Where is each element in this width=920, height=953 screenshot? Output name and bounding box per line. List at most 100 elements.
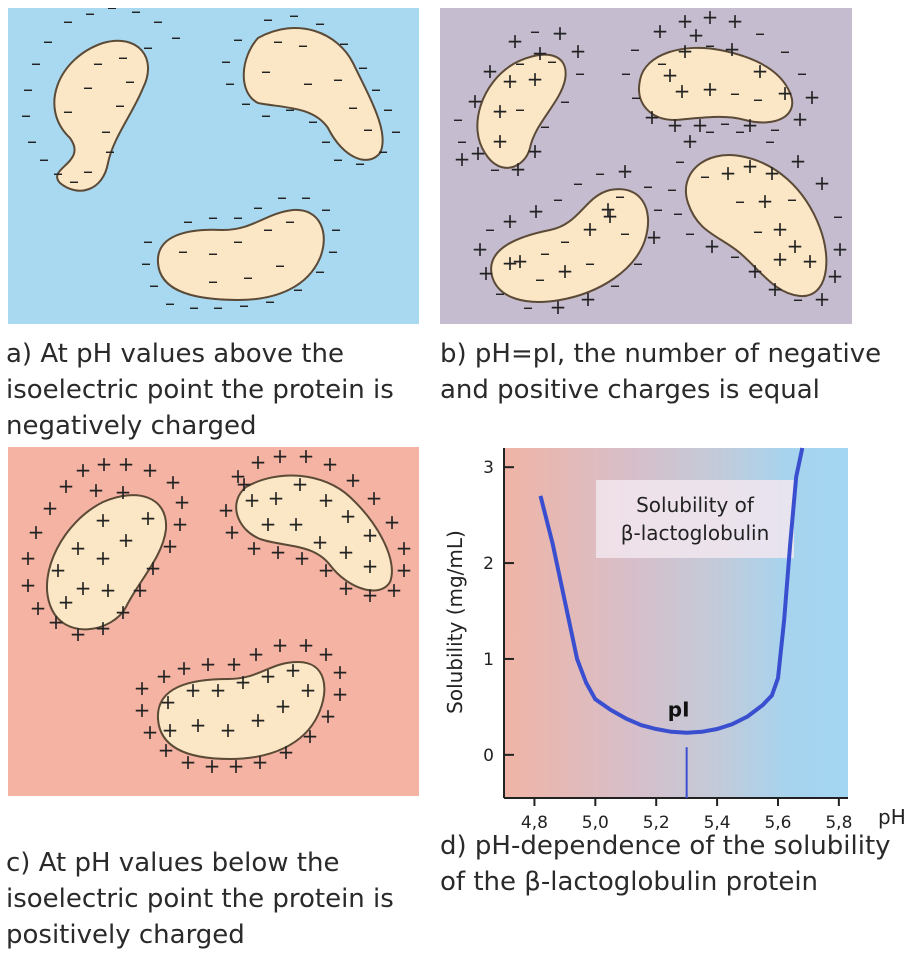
protein-shape	[638, 46, 794, 124]
positive-charge-symbol: +	[724, 37, 741, 61]
x-tick-label: 5,6	[764, 813, 791, 833]
positive-charge-symbol: +	[677, 9, 694, 33]
negative-charge-symbol: –	[643, 174, 653, 198]
positive-charge-symbol: +	[118, 452, 135, 476]
positive-charge-symbol: +	[278, 740, 295, 764]
positive-charge-symbol: +	[312, 530, 329, 554]
negative-charge-symbol: –	[285, 209, 295, 233]
negative-charge-symbol: –	[208, 205, 218, 229]
positive-charge-symbol: +	[298, 633, 315, 657]
negative-charge-symbol: –	[233, 205, 243, 229]
positive-charge-symbol: +	[132, 578, 149, 602]
positive-charge-symbol: +	[472, 237, 489, 261]
positive-charge-symbol: +	[172, 512, 189, 536]
negative-charge-symbol: –	[363, 117, 373, 141]
negative-charge-symbol: –	[358, 55, 368, 79]
negative-charge-symbol: –	[261, 59, 271, 83]
caption-b-line-2: and positive charges is equal	[440, 375, 820, 405]
positive-charge-symbol: +	[142, 720, 159, 744]
positive-charge-symbol: +	[787, 234, 804, 258]
negative-charge-symbol: –	[321, 129, 331, 153]
panel-a-negative-proteins: – – – – – – – – – – – – – – – – – – – – – – – – – – – – – – – – – – – – – – – –…	[8, 8, 419, 324]
positive-charge-symbol: +	[384, 510, 401, 534]
positive-charge-symbol: +	[50, 558, 67, 582]
positive-charge-symbol: +	[366, 486, 383, 510]
negative-charge-symbol: –	[141, 251, 151, 275]
negative-charge-symbol: –	[560, 229, 570, 253]
positive-charge-symbol: +	[246, 536, 263, 560]
positive-charge-symbol: +	[814, 171, 831, 195]
positive-charge-symbol: +	[298, 447, 315, 468]
positive-charge-symbol: +	[502, 251, 519, 275]
negative-charge-symbol: –	[171, 25, 181, 49]
legend-line-1: Solubility of	[636, 493, 755, 517]
positive-charge-symbol: +	[250, 708, 267, 732]
negative-charge-symbol: –	[348, 95, 358, 119]
negative-charge-symbol: –	[553, 187, 563, 211]
positive-charge-symbol: +	[332, 660, 349, 684]
negative-charge-symbol: –	[621, 61, 631, 85]
positive-charge-symbol: +	[764, 161, 781, 185]
negative-charge-symbol: –	[289, 8, 299, 27]
negative-charge-symbol: –	[793, 287, 803, 311]
negative-charge-symbol: –	[755, 21, 765, 45]
positive-charge-symbol: +	[386, 578, 403, 602]
positive-charge-symbol: +	[667, 113, 684, 137]
negative-charge-symbol: –	[265, 289, 275, 313]
negative-charge-symbol: –	[615, 184, 625, 208]
negative-charge-symbol: –	[753, 87, 763, 111]
caption-c-line-1: c) At pH values below the	[6, 848, 340, 878]
negative-charge-symbol: –	[253, 195, 263, 219]
negative-charge-symbol: –	[63, 99, 73, 123]
negative-charge-symbol: –	[53, 161, 63, 185]
positive-charge-symbol: +	[244, 488, 261, 512]
positive-charge-symbol: +	[145, 556, 162, 580]
y-tick-label: 0	[483, 746, 494, 766]
positive-charge-symbol: +	[260, 664, 277, 688]
negative-charge-symbol: –	[495, 281, 505, 305]
positive-charge-symbol: +	[600, 197, 617, 221]
positive-charge-symbol: +	[362, 583, 379, 607]
negative-charge-symbol: –	[301, 185, 311, 209]
negative-charge-symbol: –	[143, 229, 153, 253]
negative-charge-symbol: –	[780, 39, 790, 63]
negative-charge-symbol: –	[85, 8, 95, 25]
negative-charge-symbol: –	[657, 51, 667, 75]
y-tick-label: 3	[483, 458, 494, 478]
positive-charge-symbol: +	[470, 141, 487, 165]
positive-charge-symbol: +	[570, 39, 587, 63]
negative-charge-symbol: –	[631, 85, 641, 109]
positive-charge-symbol: +	[674, 79, 691, 103]
negative-charge-symbol: –	[153, 9, 163, 33]
negative-charge-symbol: –	[765, 129, 775, 153]
positive-charge-symbol: +	[268, 486, 285, 510]
negative-charge-symbol: –	[165, 291, 175, 315]
x-tick-label: 5,0	[582, 813, 609, 833]
positive-charge-symbol: +	[662, 63, 679, 87]
positive-charge-symbol: +	[396, 536, 413, 560]
negative-charge-symbol: –	[391, 119, 401, 143]
positive-charge-symbol: +	[772, 217, 789, 241]
y-tick-label: 2	[483, 554, 494, 574]
y-axis-title: Solubility (mg/mL)	[443, 530, 467, 714]
negative-charge-symbol: –	[633, 251, 643, 275]
positive-charge-symbol: +	[288, 512, 305, 536]
positive-charge-symbol: +	[777, 81, 794, 105]
x-axis-title: pH	[878, 805, 906, 829]
negative-charge-symbol: –	[27, 129, 37, 153]
legend-box	[596, 480, 794, 558]
negative-charge-symbol: –	[675, 149, 685, 173]
positive-charge-symbol: +	[95, 546, 112, 570]
positive-charge-symbol: +	[772, 247, 789, 271]
positive-charge-symbol: +	[827, 264, 844, 288]
positive-charge-symbol: +	[162, 718, 179, 742]
positive-charge-symbol: +	[502, 69, 519, 93]
positive-charge-symbol: +	[727, 9, 744, 33]
positive-charge-symbol: +	[190, 713, 207, 737]
solubility-chart: 0 1 2 3 4,8 5,0 5,2 5,4 5,6 5,8 Solubility of β-…	[438, 444, 920, 844]
positive-charge-symbol: +	[318, 558, 335, 582]
negative-charge-symbol: –	[753, 219, 763, 243]
caption-c-line-3: positively charged	[6, 920, 245, 950]
positive-charge-symbol: +	[275, 694, 292, 718]
positive-charge-symbol: +	[160, 690, 177, 714]
